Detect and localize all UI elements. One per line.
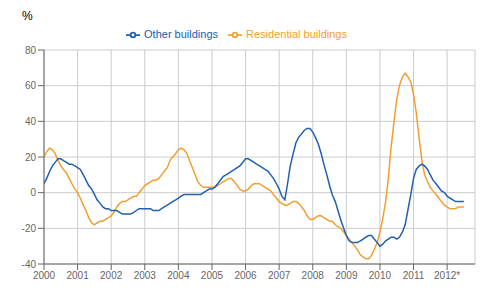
- svg-text:2003: 2003: [134, 270, 157, 281]
- svg-text:2001: 2001: [66, 270, 89, 281]
- svg-text:20: 20: [25, 152, 37, 163]
- svg-text:2008: 2008: [302, 270, 325, 281]
- svg-text:2011: 2011: [403, 270, 425, 281]
- svg-text:-20: -20: [22, 223, 37, 234]
- svg-text:0: 0: [30, 187, 36, 198]
- svg-text:2000: 2000: [33, 270, 56, 281]
- svg-text:2005: 2005: [201, 270, 224, 281]
- svg-text:40: 40: [25, 116, 37, 127]
- html-text:Residential buildings: Residential buildings: [246, 28, 347, 40]
- svg-text:2010: 2010: [369, 270, 392, 281]
- svg-text:2006: 2006: [234, 270, 257, 281]
- svg-text:2012*: 2012*: [434, 270, 460, 281]
- svg-text:2007: 2007: [268, 270, 291, 281]
- svg-text:-40: -40: [22, 259, 37, 270]
- svg-text:60: 60: [25, 80, 37, 91]
- svg-text:80: 80: [25, 45, 37, 56]
- html-text:Other buildings: Other buildings: [144, 28, 218, 40]
- svg-text:2009: 2009: [335, 270, 358, 281]
- svg-text:2002: 2002: [100, 270, 123, 281]
- svg-text:2004: 2004: [167, 270, 190, 281]
